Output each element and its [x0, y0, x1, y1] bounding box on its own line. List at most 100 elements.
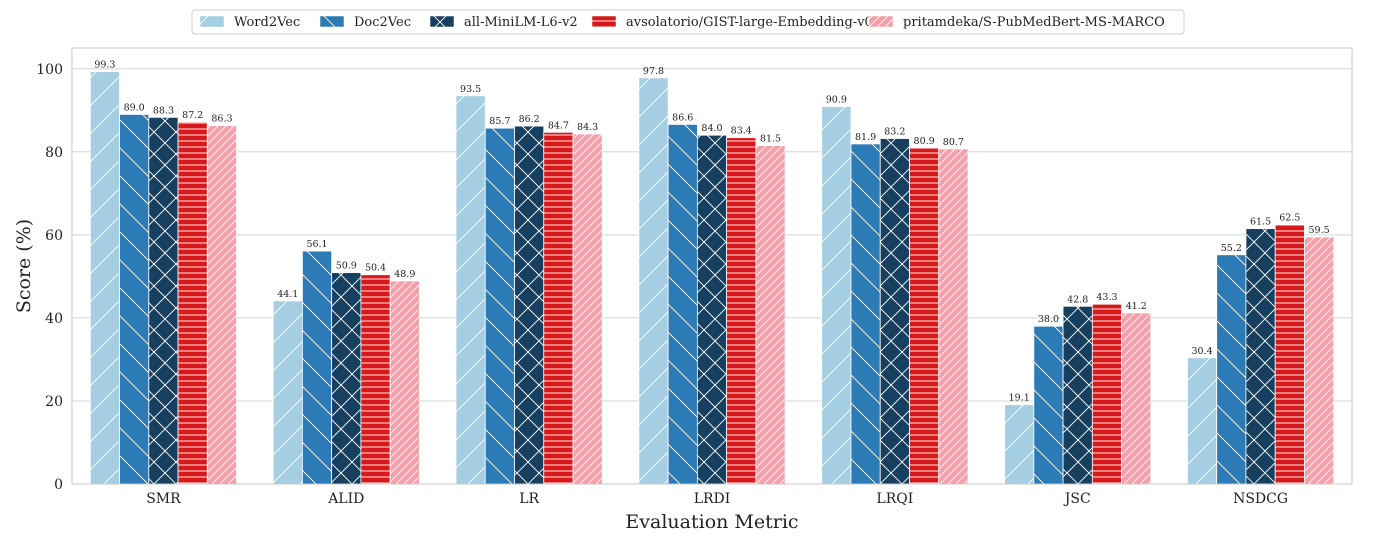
legend-label: Word2Vec: [234, 15, 300, 30]
bar: [1004, 404, 1035, 485]
data-label: 93.5: [460, 84, 481, 95]
bar: [484, 127, 515, 485]
bar: [148, 116, 179, 485]
bar: [850, 143, 881, 485]
data-label: 90.9: [826, 95, 847, 106]
data-label: 84.7: [548, 120, 569, 131]
legend: Word2Vec Doc2Vec all-MiniLM-L6-v2 avsolator…: [191, 9, 1185, 35]
y-tick-label: 100: [36, 62, 63, 78]
data-label: 80.7: [943, 137, 964, 148]
data-labels: 99.3 89.0 88.3 87.2 86.3 44.1 56.1 50.9 50.4 48.9…: [94, 60, 1329, 404]
legend-swatch: [868, 15, 894, 28]
data-label: 38.0: [1038, 314, 1059, 325]
bar: [726, 137, 757, 485]
bar: [755, 145, 786, 485]
x-tick-label: LR: [519, 491, 539, 507]
bar: [572, 133, 603, 485]
bar: [389, 280, 420, 485]
bar: [667, 124, 698, 485]
y-tick-label: 0: [54, 477, 63, 493]
x-tick-label: ALID: [327, 491, 364, 507]
bar: [455, 95, 486, 485]
legend-label: all-MiniLM-L6-v2: [464, 15, 578, 30]
x-tick-label: NSDCG: [1233, 491, 1288, 507]
bar: [1216, 254, 1247, 485]
bar: [938, 148, 969, 485]
data-label: 80.9: [914, 136, 935, 147]
bar: [1091, 303, 1123, 485]
legend-swatch: [429, 15, 455, 28]
bar: [331, 272, 362, 485]
data-label: 83.2: [884, 127, 905, 138]
data-label: 62.5: [1279, 212, 1300, 223]
data-label: 56.1: [306, 239, 327, 250]
bar: [638, 77, 669, 485]
legend-label: Doc2Vec: [354, 15, 411, 30]
data-label: 81.9: [855, 132, 876, 143]
data-label: 86.6: [672, 112, 693, 123]
data-label: 89.0: [124, 102, 145, 113]
data-label: 84.0: [701, 123, 722, 134]
plot-frame: [71, 47, 1353, 485]
legend-swatch: [199, 15, 225, 28]
x-tick-label: SMR: [146, 491, 181, 507]
x-tick-label: JSC: [1063, 491, 1091, 507]
bar: [301, 250, 333, 485]
bar: [177, 121, 208, 485]
bar: [360, 274, 391, 485]
y-axis: 0 20 40 60 80 100: [36, 62, 63, 493]
x-tick-label: LRQI: [876, 491, 913, 507]
data-label: 44.1: [277, 289, 298, 300]
bar: [909, 147, 940, 485]
legend-swatch: [319, 15, 345, 28]
bar: [1121, 312, 1152, 485]
bar: [514, 125, 545, 485]
data-label: 59.5: [1309, 225, 1330, 236]
data-label: 55.2: [1221, 243, 1242, 254]
bar: [206, 125, 237, 485]
x-axis: SMR ALID LR LRDI LRQI JSC NSDCG: [146, 491, 1288, 507]
legend-swatch: [591, 15, 617, 28]
data-label: 87.2: [182, 110, 203, 121]
y-axis-title: Score (%): [13, 219, 35, 313]
bar: [1033, 325, 1064, 485]
data-label: 97.8: [643, 66, 664, 77]
data-label: 88.3: [153, 105, 174, 116]
data-label: 50.4: [365, 263, 386, 274]
data-label: 86.2: [519, 114, 540, 125]
x-tick-label: LRDI: [694, 491, 731, 507]
data-label: 81.5: [760, 134, 781, 145]
bars: [89, 71, 1335, 485]
y-tick-label: 20: [45, 394, 63, 410]
data-label: 41.2: [1126, 301, 1147, 312]
bar: [543, 131, 574, 485]
data-label: 30.4: [1191, 346, 1212, 357]
data-label: 19.1: [1009, 393, 1030, 404]
bar: [696, 134, 728, 485]
bar: [879, 138, 910, 485]
data-label: 86.3: [211, 114, 232, 125]
legend-label: pritamdeka/S-PubMedBert-MS-MARCO: [903, 15, 1165, 30]
data-label: 83.4: [731, 126, 752, 137]
bar: [89, 71, 120, 485]
bar: [1304, 236, 1335, 485]
bar: [821, 106, 852, 485]
bar: [119, 114, 150, 485]
data-label: 50.9: [336, 261, 357, 272]
legend-label: avsolatorio/GIST-large-Embedding-v0: [626, 15, 873, 30]
y-tick-label: 40: [45, 311, 63, 327]
y-tick-label: 80: [45, 145, 63, 161]
bar: [1062, 305, 1093, 485]
bar: [1274, 224, 1305, 485]
data-label: 43.3: [1096, 292, 1117, 303]
y-tick-label: 60: [45, 228, 63, 244]
data-label: 99.3: [94, 60, 115, 71]
data-label: 85.7: [489, 116, 510, 127]
bar: [1245, 228, 1276, 485]
data-label: 42.8: [1067, 294, 1088, 305]
data-label: 48.9: [394, 269, 415, 280]
data-label: 84.3: [577, 122, 598, 133]
data-label: 61.5: [1250, 217, 1271, 228]
